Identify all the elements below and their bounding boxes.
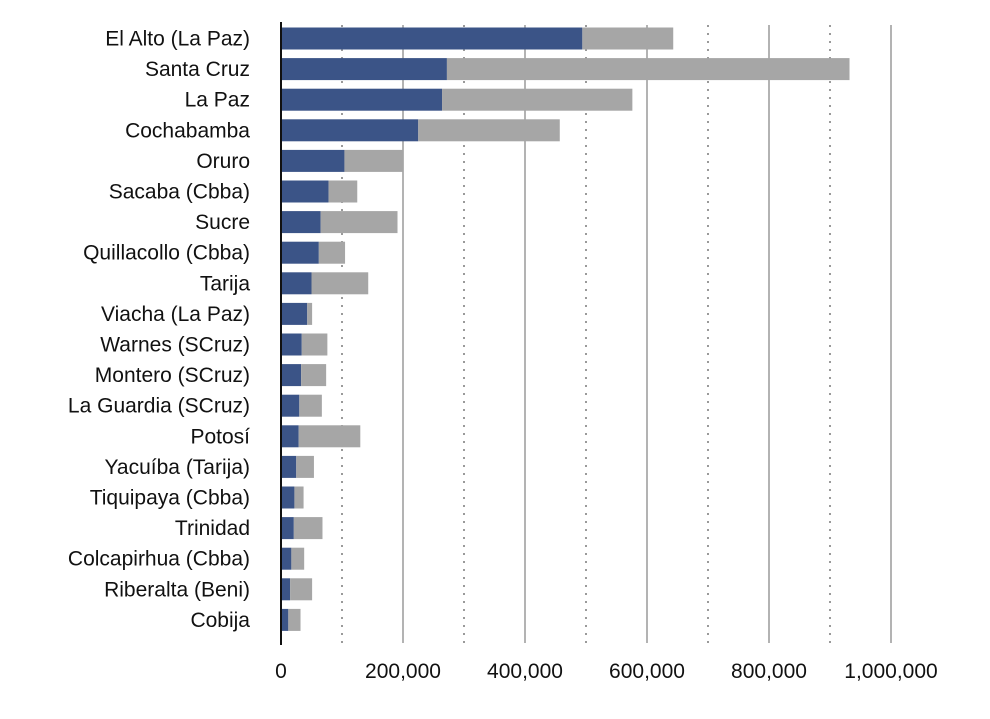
x-tick-label: 800,000 — [731, 660, 807, 683]
category-label: Cochabamba — [125, 119, 250, 142]
category-label: Montero (SCruz) — [95, 364, 250, 387]
category-label: Tiquipaya (Cbba) — [90, 487, 250, 510]
category-label: Warnes (SCruz) — [100, 334, 250, 357]
bar-segment-2 — [307, 302, 313, 325]
bar-segment-1 — [281, 119, 419, 142]
bar-segment-2 — [446, 58, 850, 81]
bar-segment-1 — [281, 180, 329, 203]
bar-segment-2 — [418, 119, 560, 142]
category-label: Oruro — [196, 150, 250, 173]
bar-segment-1 — [281, 578, 291, 601]
category-label: Sacaba (Cbba) — [109, 181, 250, 204]
category-label: Santa Cruz — [145, 58, 250, 81]
bar-segment-1 — [281, 608, 289, 631]
category-label: La Guardia (SCruz) — [68, 395, 250, 418]
bar-segment-2 — [296, 455, 314, 478]
bar-segment-2 — [328, 180, 358, 203]
category-label: Cobija — [190, 609, 250, 632]
x-tick-label: 600,000 — [609, 660, 685, 683]
category-label: Potosí — [190, 425, 250, 448]
category-label: Trinidad — [175, 517, 250, 540]
x-tick-label: 0 — [275, 660, 287, 683]
bar-segment-2 — [582, 27, 674, 50]
bar-segment-1 — [281, 364, 302, 387]
bar-segment-1 — [281, 272, 312, 295]
category-label: Sucre — [195, 211, 250, 234]
x-tick-label: 1,000,000 — [844, 660, 937, 683]
bar-segment-2 — [311, 272, 369, 295]
bar-segment-2 — [320, 211, 398, 234]
bar-segment-2 — [301, 333, 328, 356]
bar-segment-2 — [290, 578, 313, 601]
bar-segment-2 — [318, 241, 346, 264]
bar-segment-1 — [281, 455, 297, 478]
category-label: Colcapirhua (Cbba) — [68, 548, 250, 571]
bar-segment-1 — [281, 486, 295, 509]
bar-segment-2 — [442, 88, 633, 111]
category-label: Viacha (La Paz) — [101, 303, 250, 326]
x-tick-label: 200,000 — [365, 660, 441, 683]
bar-segment-1 — [281, 547, 292, 570]
category-label: Yacuíba (Tarija) — [104, 456, 250, 479]
bar-segment-2 — [293, 517, 323, 540]
bar-segment-1 — [281, 88, 443, 111]
bar-segment-2 — [294, 486, 304, 509]
category-label: Riberalta (Beni) — [104, 578, 250, 601]
bar-segment-1 — [281, 394, 300, 417]
bar-segment-2 — [298, 425, 361, 448]
bar-segment-1 — [281, 333, 302, 356]
category-label: Quillacollo (Cbba) — [83, 242, 250, 265]
bar-segment-2 — [291, 547, 305, 570]
bar-segment-1 — [281, 58, 447, 81]
category-label: La Paz — [185, 89, 250, 112]
bar-segment-2 — [301, 364, 327, 387]
bar-segment-2 — [344, 149, 403, 172]
bar-segment-2 — [299, 394, 322, 417]
bar-segment-1 — [281, 425, 299, 448]
bar-segment-1 — [281, 517, 294, 540]
bar-segment-2 — [288, 608, 301, 631]
bar-segment-1 — [281, 241, 319, 264]
category-label: El Alto (La Paz) — [105, 28, 250, 51]
bar-segment-1 — [281, 211, 321, 234]
bar-segment-1 — [281, 302, 308, 325]
x-tick-label: 400,000 — [487, 660, 563, 683]
bar-segment-1 — [281, 27, 583, 50]
category-label: Tarija — [200, 272, 251, 295]
bar-segment-1 — [281, 149, 345, 172]
